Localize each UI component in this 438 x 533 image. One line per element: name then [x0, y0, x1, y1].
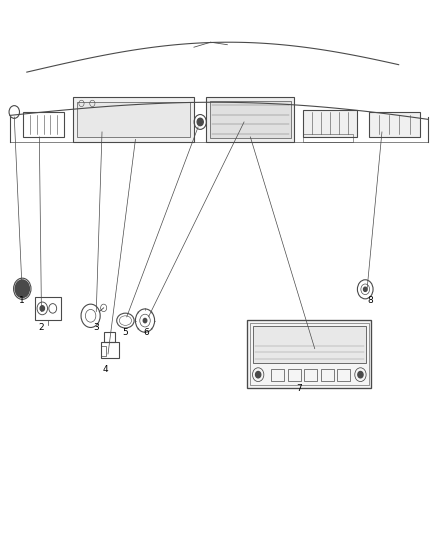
Circle shape — [255, 372, 261, 378]
Circle shape — [14, 279, 30, 298]
Bar — [303, 109, 357, 137]
Bar — [303, 134, 353, 142]
Text: 3: 3 — [93, 323, 99, 332]
Bar — [288, 369, 301, 381]
Bar — [253, 326, 366, 363]
Bar — [102, 346, 106, 356]
Text: 2: 2 — [39, 323, 44, 332]
Bar — [23, 112, 64, 137]
Text: 4: 4 — [102, 366, 108, 374]
Circle shape — [364, 287, 367, 292]
Bar — [247, 319, 371, 389]
Bar — [101, 342, 119, 358]
Circle shape — [358, 372, 363, 378]
Bar — [104, 332, 115, 342]
Bar — [321, 369, 334, 381]
Text: 6: 6 — [143, 328, 149, 337]
Circle shape — [40, 306, 45, 311]
Circle shape — [197, 118, 203, 126]
Bar — [77, 102, 190, 136]
Bar — [271, 369, 284, 381]
Text: 8: 8 — [367, 296, 373, 305]
Bar — [369, 112, 420, 137]
Text: 1: 1 — [19, 296, 25, 305]
Bar — [250, 322, 369, 385]
Bar — [304, 369, 318, 381]
Text: 5: 5 — [123, 328, 128, 337]
Bar — [35, 297, 60, 319]
Bar — [337, 369, 350, 381]
Text: 7: 7 — [297, 384, 302, 393]
Bar — [210, 101, 291, 138]
Circle shape — [143, 318, 147, 322]
Bar — [73, 97, 194, 142]
Bar — [206, 97, 294, 142]
